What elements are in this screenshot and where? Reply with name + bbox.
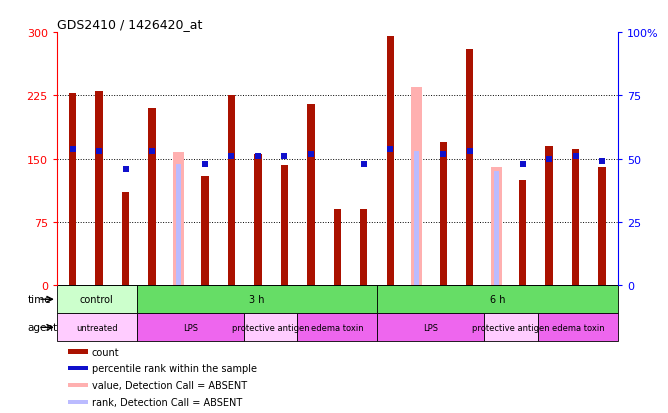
Bar [387, 37, 394, 285]
Bar [96, 92, 103, 285]
Text: edema toxin: edema toxin [311, 323, 363, 332]
Text: LPS: LPS [183, 323, 198, 332]
Text: count: count [92, 347, 119, 357]
Bar [411, 88, 422, 285]
Bar [494, 172, 499, 285]
Bar [148, 109, 156, 285]
Text: 3 h: 3 h [249, 294, 265, 304]
Bar [68, 350, 88, 354]
Text: untreated: untreated [76, 323, 118, 332]
Bar [484, 313, 538, 342]
Bar [68, 366, 88, 370]
Bar [599, 168, 606, 285]
Text: rank, Detection Call = ABSENT: rank, Detection Call = ABSENT [92, 397, 242, 407]
Bar [69, 94, 76, 285]
Text: LPS: LPS [424, 323, 438, 332]
Bar [244, 313, 297, 342]
Bar [137, 313, 244, 342]
Bar [546, 147, 552, 285]
Bar [228, 96, 235, 285]
Bar [68, 400, 88, 404]
Bar [176, 164, 181, 285]
Bar [490, 168, 502, 285]
Text: agent: agent [27, 323, 57, 332]
Bar [377, 313, 484, 342]
Bar [297, 313, 377, 342]
Bar [466, 50, 474, 285]
Bar [281, 165, 288, 285]
Text: protective antigen: protective antigen [472, 323, 550, 332]
Bar [173, 152, 184, 285]
Bar [377, 285, 618, 313]
Bar [201, 176, 208, 285]
Text: time: time [27, 294, 51, 304]
Bar [122, 193, 129, 285]
Bar [57, 285, 137, 313]
Bar [519, 180, 526, 285]
Bar [538, 313, 618, 342]
Bar [57, 313, 137, 342]
Text: edema toxin: edema toxin [552, 323, 604, 332]
Bar [334, 210, 341, 285]
Text: GDS2410 / 1426420_at: GDS2410 / 1426420_at [57, 17, 202, 31]
Bar [307, 104, 315, 285]
Text: value, Detection Call = ABSENT: value, Detection Call = ABSENT [92, 380, 246, 390]
Bar [414, 152, 420, 285]
Bar [572, 149, 579, 285]
Bar [360, 210, 367, 285]
Bar [137, 285, 377, 313]
Bar [440, 142, 447, 285]
Bar [255, 155, 262, 285]
Text: protective antigen: protective antigen [232, 323, 309, 332]
Text: percentile rank within the sample: percentile rank within the sample [92, 363, 257, 373]
Text: control: control [80, 294, 114, 304]
Bar [68, 383, 88, 387]
Text: 6 h: 6 h [490, 294, 506, 304]
